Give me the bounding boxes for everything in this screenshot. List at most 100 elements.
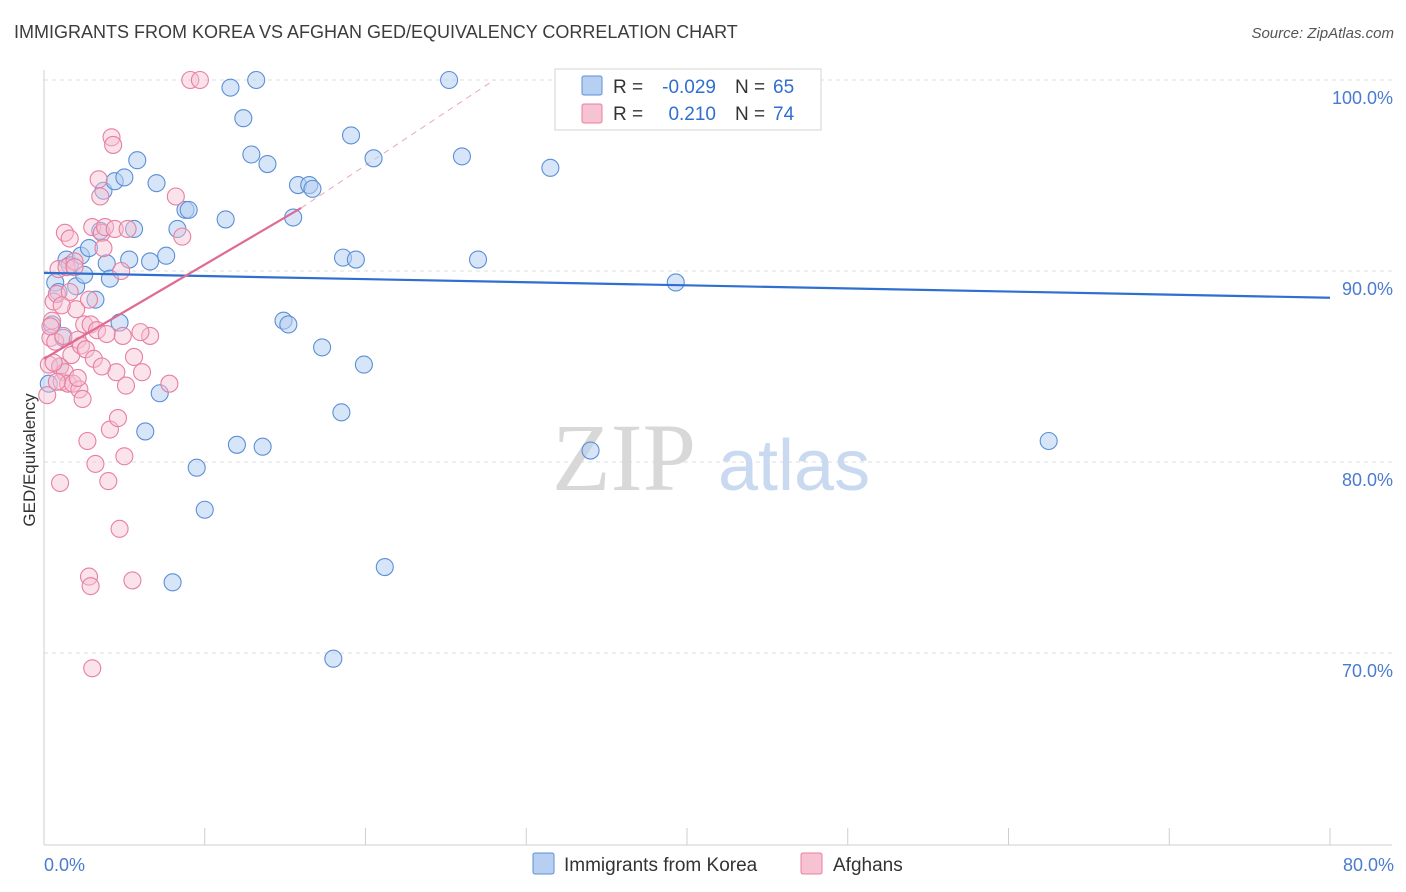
korea-point — [227, 435, 246, 454]
afghan-point — [79, 290, 99, 309]
korea-point — [375, 557, 394, 577]
korea-point — [136, 422, 155, 441]
gridlines — [44, 79, 1392, 654]
afghan-point — [166, 187, 185, 206]
korea-point — [452, 147, 472, 166]
afghan-point — [115, 447, 134, 466]
afghan-point — [47, 372, 66, 391]
afghan-point — [190, 70, 209, 90]
chart-title: IMMIGRANTS FROM KOREA VS AFGHAN GED/EQUI… — [14, 22, 738, 42]
afghan-trend-extension-line — [300, 79, 495, 209]
afghan-point — [91, 187, 110, 206]
afghan-r-value: 0.210 — [668, 104, 716, 125]
afghan-point — [97, 324, 116, 344]
korea-point — [179, 200, 198, 219]
afghan-point — [70, 380, 89, 399]
afghan-point — [173, 227, 192, 246]
afghan-points — [38, 70, 209, 678]
afghan-point — [73, 389, 92, 409]
afghan-series-label: Afghans — [833, 855, 903, 876]
afghan-point — [52, 296, 71, 315]
afghan-point — [89, 170, 108, 189]
afghan-point — [83, 659, 102, 678]
watermark-atlas: atlas — [718, 426, 870, 506]
korea-point — [354, 355, 373, 374]
afghan-point — [83, 218, 102, 237]
korea-point — [115, 168, 134, 187]
afghan-point — [54, 326, 73, 345]
korea-point — [150, 384, 169, 403]
afghan-point — [104, 135, 123, 154]
korea-point — [147, 174, 166, 193]
korea-point — [195, 500, 214, 519]
afghan-point — [110, 519, 129, 538]
korea-point — [253, 437, 272, 456]
korea-point — [468, 250, 488, 269]
korea-point — [128, 151, 147, 170]
watermark-zip: ZIP — [552, 404, 696, 511]
korea-point — [364, 149, 383, 168]
afghan-point — [112, 261, 131, 281]
korea-point — [341, 126, 361, 145]
afghan-point — [118, 219, 137, 239]
afghan-point — [131, 323, 150, 342]
afghan-point — [51, 473, 70, 493]
y-axis-label: GED/Equivalency — [20, 393, 39, 527]
korea-point — [79, 239, 99, 258]
afghan-point — [123, 571, 142, 590]
y-tick-label: 100.0% — [1332, 88, 1393, 108]
korea-point — [279, 315, 298, 334]
afghan-point — [124, 347, 144, 367]
afghan-point — [60, 229, 79, 248]
afghan-point — [108, 409, 127, 428]
afghan-point — [86, 454, 105, 473]
korea-point — [440, 70, 459, 90]
afghan-point — [160, 374, 179, 393]
afghan-point — [55, 223, 74, 242]
afghan-point — [65, 252, 84, 271]
korea-point — [242, 145, 261, 164]
y-tick-label: 70.0% — [1342, 661, 1393, 681]
afghan-point — [67, 300, 86, 319]
korea-point — [187, 458, 206, 477]
afghan-point — [141, 326, 160, 345]
y-tick-label: 80.0% — [1342, 470, 1393, 490]
afghan-n-label: N = — [735, 104, 765, 125]
korea-point — [346, 250, 365, 269]
afghan-point — [102, 128, 121, 147]
afghan-trend-extension — [300, 79, 495, 209]
korea-trend-line — [43, 271, 1331, 299]
korea-point — [157, 246, 176, 265]
afghan-point — [68, 368, 87, 388]
korea-series-label: Immigrants from Korea — [564, 855, 758, 876]
korea-point — [163, 573, 182, 592]
afghan-point — [133, 363, 152, 382]
korea-r-value: -0.029 — [662, 77, 716, 98]
afghan-point — [181, 70, 200, 90]
afghan-point — [60, 282, 79, 302]
afghan-point — [65, 258, 84, 277]
korea-series-swatch — [532, 852, 555, 875]
y-tick-label: 90.0% — [1342, 279, 1393, 299]
korea-point — [332, 403, 351, 422]
chart-source: Source: ZipAtlas.com — [1251, 25, 1394, 42]
series-legend: Immigrants from Korea Afghans — [532, 852, 903, 876]
afghan-point — [94, 239, 113, 258]
afghan-r-label: R = — [613, 104, 643, 125]
korea-point — [221, 78, 240, 97]
afghan-legend-swatch — [581, 103, 603, 124]
korea-legend-swatch — [581, 75, 603, 96]
korea-point — [258, 154, 277, 174]
korea-n-label: N = — [735, 77, 765, 98]
korea-point — [86, 290, 105, 309]
afghan-point — [81, 577, 100, 596]
trend-lines — [43, 207, 1331, 360]
afghan-point — [59, 374, 78, 393]
afghan-trend-line — [43, 207, 302, 360]
korea-point — [581, 441, 600, 460]
afghan-point — [105, 219, 124, 239]
korea-points — [39, 70, 1058, 668]
korea-point — [141, 252, 160, 271]
korea-r-label: R = — [613, 77, 643, 98]
